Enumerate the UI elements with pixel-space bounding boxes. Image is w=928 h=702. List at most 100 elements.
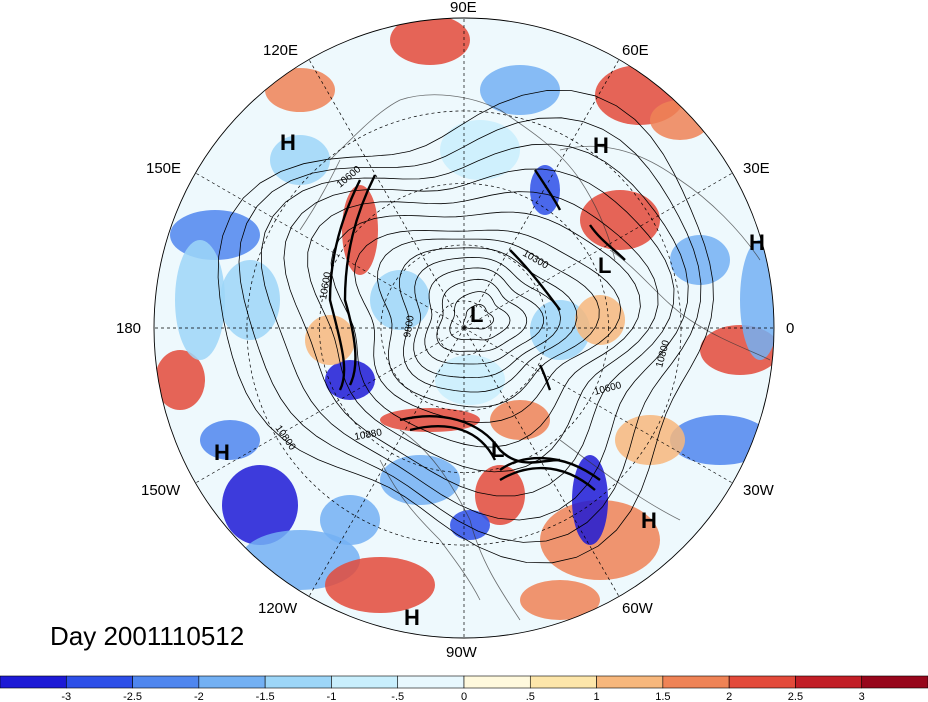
latitude-circle <box>380 244 548 412</box>
colorbar-swatch <box>529 675 597 689</box>
geopotential-contour <box>217 90 714 564</box>
lon-label-90w: 90W <box>446 644 478 661</box>
lon-label-30e: 30E <box>743 160 770 177</box>
colorbar-tick-label: -1 <box>327 691 337 702</box>
colorbar: -3 -2.5 -2 -1.5 -1 -.5 0 .5 1 1.5 2 2.5 3 <box>0 675 928 702</box>
colorbar-tick-label: 0 <box>461 691 467 702</box>
colorbar-swatch <box>728 675 796 689</box>
anomaly-patch <box>325 557 435 613</box>
anomaly-patch <box>580 190 660 250</box>
contour-label: 10600 <box>318 271 334 301</box>
geopotential-contour <box>354 229 622 423</box>
colorbar-swatch <box>463 675 531 689</box>
map-boundary <box>153 17 775 639</box>
high-pressure-marker: H <box>749 230 765 255</box>
anomaly-patch <box>575 295 625 345</box>
geopotential-contour <box>377 238 600 408</box>
colorbar-swatch <box>662 675 730 689</box>
anomaly-patch <box>155 350 205 410</box>
anomaly-patch <box>175 240 225 360</box>
colorbar-tick-label: 3 <box>859 691 865 702</box>
lon-label-150w: 150W <box>141 482 181 499</box>
anomaly-patch <box>530 300 590 360</box>
anomaly-patch <box>540 500 660 580</box>
high-pressure-marker: H <box>404 605 420 630</box>
anomaly-patch <box>380 408 480 432</box>
anomaly-patch <box>440 120 520 180</box>
anomaly-patch <box>650 575 710 625</box>
contour-label: 9800 <box>402 314 417 338</box>
colorbar-tick-label: -2.5 <box>123 691 142 702</box>
colorbar-swatch <box>65 675 133 689</box>
anomaly-patch <box>490 400 550 440</box>
anomaly-patch <box>325 360 375 400</box>
pressure-systems: H H H L L L H H H <box>214 130 765 630</box>
colorbar-swatch <box>795 675 863 689</box>
anomaly-patch <box>670 415 770 465</box>
meridian-line <box>195 172 465 329</box>
geopotential-contours <box>217 90 714 564</box>
meridian-line <box>463 327 620 597</box>
anomaly-patch <box>530 165 560 215</box>
geopotential-contour <box>283 168 675 497</box>
colorbar-swatch <box>397 675 465 689</box>
colorbar-tick-label: -.5 <box>391 691 404 702</box>
geopotential-contour <box>260 143 689 521</box>
low-pressure-marker: L <box>598 253 611 278</box>
colorbar-swatch <box>0 675 67 689</box>
lon-label-30w: 30W <box>743 482 775 499</box>
high-pressure-marker: H <box>641 508 657 533</box>
geopotential-contour <box>449 291 511 341</box>
anomaly-patch <box>222 465 298 545</box>
colorbar-tick-label: 1 <box>594 691 600 702</box>
lon-label-120w: 120W <box>258 600 298 617</box>
anomaly-patch <box>265 68 335 112</box>
colorbar-tick-label: .5 <box>526 691 535 702</box>
coastlines <box>299 94 771 621</box>
geopotential-contour <box>238 117 702 543</box>
anomaly-patch <box>480 65 560 115</box>
latitude-circle <box>436 300 492 356</box>
colorbar-swatch <box>132 675 200 689</box>
geopotential-contour <box>307 191 659 473</box>
low-pressure-marker: L <box>491 437 504 462</box>
anomaly-patch <box>572 455 608 545</box>
high-pressure-marker: H <box>214 440 230 465</box>
colorbar-swatch <box>861 675 928 689</box>
anomaly-patch <box>435 355 505 405</box>
meridian-line <box>463 327 733 484</box>
map-title: Day 2001110512 <box>50 621 244 651</box>
colorbar-swatch <box>331 675 399 689</box>
anomaly-patch <box>450 510 490 540</box>
meridian-line <box>463 172 733 329</box>
anomaly-patch <box>320 495 380 545</box>
lon-label-90e: 90E <box>450 0 477 16</box>
colorbar-tick-label: -3 <box>61 691 71 702</box>
meridian-line <box>308 327 465 597</box>
high-pressure-marker: H <box>280 130 296 155</box>
lon-label-150e: 150E <box>146 160 181 177</box>
graticule <box>154 18 774 638</box>
anomaly-patch <box>475 465 525 525</box>
contour-label: 10880 <box>354 427 384 443</box>
lon-label-180: 180 <box>116 320 141 337</box>
anomaly-patch <box>220 260 280 340</box>
colorbar-tick-label: 2 <box>726 691 732 702</box>
colorbar-tick-label: 2.5 <box>788 691 803 702</box>
colorbar-tick-label: 1.5 <box>655 691 670 702</box>
lon-label-120e: 120E <box>263 42 298 59</box>
meridian-line <box>195 327 465 484</box>
lon-label-0: 0 <box>786 320 794 337</box>
lon-label-60w: 60W <box>622 600 654 617</box>
meridian-line <box>463 59 620 329</box>
anomaly-patch <box>615 415 685 465</box>
anomaly-patch <box>520 580 600 620</box>
low-pressure-marker: L <box>470 302 483 327</box>
meridian-line <box>308 59 465 329</box>
high-pressure-marker: H <box>593 133 609 158</box>
anomaly-patch <box>670 235 730 285</box>
colorbar-swatch <box>264 675 332 689</box>
anomaly-patch <box>390 18 470 65</box>
colorbar-swatch <box>198 675 266 689</box>
